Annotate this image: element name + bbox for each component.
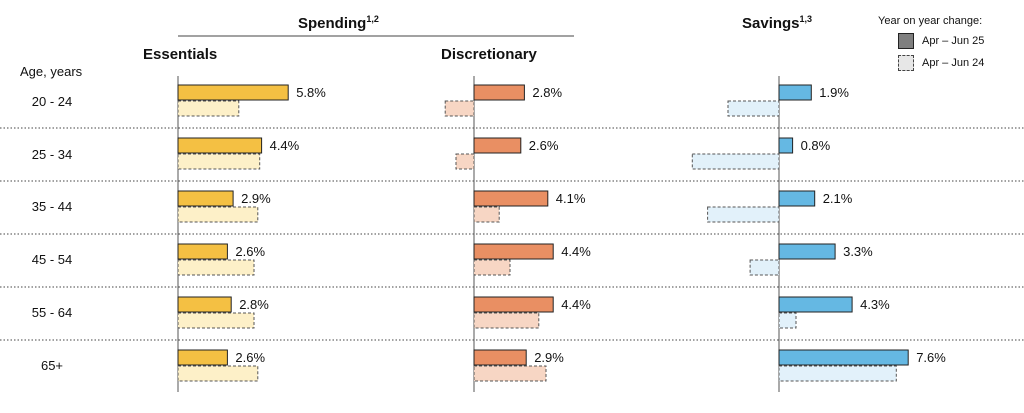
savings-bar-previous	[749, 259, 780, 276]
age-label: 20 - 24	[31, 94, 73, 109]
discretionary-bar-previous	[473, 365, 547, 382]
savings-bar-current	[778, 190, 816, 207]
age-label: 35 - 44	[31, 199, 73, 214]
legend-swatch-previous	[898, 55, 914, 71]
age-label: 25 - 34	[31, 147, 73, 162]
discretionary-bar-current	[473, 190, 549, 207]
discretionary-bar-previous	[473, 259, 511, 276]
savings-bar-previous	[727, 100, 780, 117]
discretionary-data-label: 2.9%	[534, 350, 564, 365]
savings-bar-previous	[691, 153, 780, 170]
age-label: 45 - 54	[31, 252, 73, 267]
age-label: 55 - 64	[31, 305, 73, 320]
savings-data-label: 0.8%	[801, 138, 831, 153]
discretionary-data-label: 2.6%	[529, 138, 559, 153]
essentials-data-label: 2.6%	[235, 350, 265, 365]
savings-bar-current	[778, 349, 909, 366]
discretionary-bar-current	[473, 349, 527, 366]
savings-bar-previous	[707, 206, 780, 223]
savings-data-label: 2.1%	[823, 191, 853, 206]
essentials-bar-previous	[177, 206, 259, 223]
essentials-data-label: 2.8%	[239, 297, 269, 312]
legend-item-current: Apr – Jun 25	[878, 33, 984, 49]
discretionary-data-label: 4.4%	[561, 244, 591, 259]
discretionary-title: Discretionary	[441, 46, 537, 63]
legend-swatch-current	[898, 33, 914, 49]
legend-item-previous: Apr – Jun 24	[878, 55, 984, 71]
essentials-bar-current	[177, 84, 289, 101]
spending-title: Spending1,2	[298, 14, 379, 32]
discretionary-bar-current	[473, 84, 525, 101]
essentials-bar-current	[177, 190, 234, 207]
discretionary-bar-previous	[444, 100, 475, 117]
essentials-bar-current	[177, 296, 232, 313]
essentials-bar-current	[177, 243, 228, 260]
legend-label-current: Apr – Jun 25	[922, 35, 985, 47]
discretionary-bar-previous	[455, 153, 475, 170]
savings-bar-current	[778, 243, 836, 260]
essentials-bar-previous	[177, 259, 255, 276]
essentials-data-label: 5.8%	[296, 85, 326, 100]
essentials-bar-previous	[177, 153, 261, 170]
savings-bar-current	[778, 296, 853, 313]
age-label: 65+	[40, 358, 64, 373]
discretionary-bar-previous	[473, 206, 500, 223]
essentials-data-label: 2.6%	[235, 244, 265, 259]
legend-title: Year on year change:	[878, 15, 983, 27]
savings-data-label: 3.3%	[843, 244, 873, 259]
savings-data-label: 1.9%	[819, 85, 849, 100]
savings-bar-previous	[778, 312, 797, 329]
discretionary-bar-previous	[473, 312, 540, 329]
discretionary-data-label: 4.4%	[561, 297, 591, 312]
essentials-data-label: 4.4%	[270, 138, 300, 153]
savings-data-label: 4.3%	[860, 297, 890, 312]
essentials-bar-previous	[177, 365, 259, 382]
age-axis-label: Age, years	[20, 64, 83, 79]
essentials-bar-current	[177, 349, 228, 366]
essentials-title: Essentials	[143, 46, 218, 63]
savings-bar-current	[778, 84, 812, 101]
essentials-data-label: 2.9%	[241, 191, 271, 206]
savings-data-label: 7.6%	[916, 350, 946, 365]
savings-bar-previous	[778, 365, 897, 382]
essentials-bar-previous	[177, 100, 240, 117]
essentials-bar-previous	[177, 312, 255, 329]
discretionary-data-label: 4.1%	[556, 191, 586, 206]
discretionary-bar-current	[473, 243, 554, 260]
legend-label-previous: Apr – Jun 24	[922, 57, 985, 69]
savings-title: Savings1,3	[742, 14, 813, 32]
discretionary-bar-current	[473, 296, 554, 313]
savings-bar-current	[778, 137, 794, 154]
essentials-bar-current	[177, 137, 263, 154]
discretionary-bar-current	[473, 137, 522, 154]
discretionary-data-label: 2.8%	[532, 85, 562, 100]
legend: Year on year change: Apr – Jun 25 Apr – …	[878, 15, 984, 77]
